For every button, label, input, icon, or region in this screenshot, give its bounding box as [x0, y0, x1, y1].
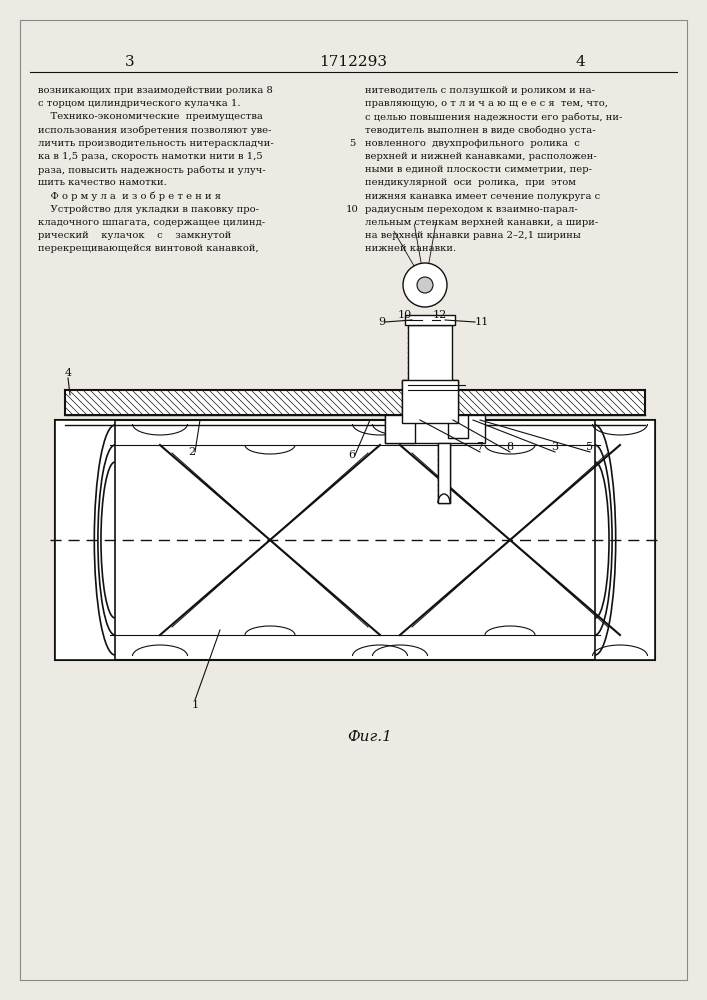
- Text: нижней канавки.: нижней канавки.: [365, 244, 456, 253]
- Text: 10: 10: [398, 310, 412, 320]
- Text: Ф о р м у л а  и з о б р е т е н и я: Ф о р м у л а и з о б р е т е н и я: [38, 192, 221, 201]
- Text: пендикулярной  оси  ролика,  при  этом: пендикулярной оси ролика, при этом: [365, 178, 576, 187]
- Bar: [405, 315, 455, 325]
- Bar: [448, 415, 468, 438]
- Text: 1: 1: [192, 700, 199, 710]
- Text: 2: 2: [188, 447, 195, 457]
- Text: лельным стенкам верхней канавки, а шири-: лельным стенкам верхней канавки, а шири-: [365, 218, 598, 227]
- Text: шить качество намотки.: шить качество намотки.: [38, 178, 167, 187]
- Text: 1712293: 1712293: [319, 55, 387, 69]
- Bar: [402, 380, 458, 423]
- Text: 4: 4: [575, 55, 585, 69]
- Text: кладочного шпагата, содержащее цилинд-: кладочного шпагата, содержащее цилинд-: [38, 218, 265, 227]
- Bar: [444, 325, 452, 390]
- Text: верхней и нижней канавками, расположен-: верхней и нижней канавками, расположен-: [365, 152, 597, 161]
- Text: ными в единой плоскости симметрии, пер-: ными в единой плоскости симметрии, пер-: [365, 165, 592, 174]
- Text: с целью повышения надежности его работы, ни-: с целью повышения надежности его работы,…: [365, 112, 622, 122]
- Bar: [438, 443, 450, 503]
- Text: 9: 9: [378, 317, 385, 327]
- Text: ка в 1,5 раза, скорость намотки нити в 1,5: ка в 1,5 раза, скорость намотки нити в 1…: [38, 152, 263, 161]
- Text: 3: 3: [125, 55, 135, 69]
- Text: 6: 6: [348, 450, 355, 460]
- Text: 8: 8: [506, 442, 513, 452]
- Text: радиусным переходом к взаимно-парал-: радиусным переходом к взаимно-парал-: [365, 205, 578, 214]
- Bar: [385, 415, 485, 443]
- Text: 5: 5: [586, 442, 594, 452]
- Text: 10: 10: [346, 205, 358, 214]
- Text: рический    кулачок    с    замкнутой: рический кулачок с замкнутой: [38, 231, 231, 240]
- Text: на верхней канавки равна 2–2,1 ширины: на верхней канавки равна 2–2,1 ширины: [365, 231, 580, 240]
- Text: 3: 3: [551, 442, 559, 452]
- Bar: [55, 420, 655, 660]
- Text: 11: 11: [475, 317, 489, 327]
- Text: 5: 5: [349, 139, 355, 148]
- Bar: [438, 443, 450, 503]
- Text: нитеводитель с ползушкой и роликом и на-: нитеводитель с ползушкой и роликом и на-: [365, 86, 595, 95]
- Text: правляющую, о т л и ч а ю щ е е с я  тем, что,: правляющую, о т л и ч а ю щ е е с я тем,…: [365, 99, 608, 108]
- Bar: [65, 390, 645, 415]
- Bar: [385, 415, 415, 443]
- Text: перекрещивающейся винтовой канавкой,: перекрещивающейся винтовой канавкой,: [38, 244, 259, 253]
- Text: раза, повысить надежность работы и улуч-: раза, повысить надежность работы и улуч-: [38, 165, 266, 175]
- Text: Фиг.1: Фиг.1: [348, 730, 392, 744]
- Text: теводитель выполнен в виде свободно уста-: теводитель выполнен в виде свободно уста…: [365, 126, 595, 135]
- Text: возникающих при взаимодействии ролика 8: возникающих при взаимодействии ролика 8: [38, 86, 273, 95]
- Text: 7: 7: [477, 442, 484, 452]
- Text: с торцом цилиндрического кулачка 1.: с торцом цилиндрического кулачка 1.: [38, 99, 240, 108]
- Bar: [595, 420, 655, 660]
- Text: 12: 12: [433, 310, 447, 320]
- Text: 4: 4: [64, 368, 71, 378]
- Circle shape: [417, 277, 433, 293]
- Circle shape: [403, 263, 447, 307]
- Bar: [408, 325, 416, 390]
- Bar: [402, 380, 458, 423]
- Bar: [408, 325, 452, 390]
- Text: нижняя канавка имеет сечение полукруга с: нижняя канавка имеет сечение полукруга с: [365, 192, 600, 201]
- Text: Технико-экономические  преимущества: Технико-экономические преимущества: [38, 112, 263, 121]
- Text: новленного  двухпрофильного  ролика  с: новленного двухпрофильного ролика с: [365, 139, 580, 148]
- Text: использования изобретения позволяют уве-: использования изобретения позволяют уве-: [38, 126, 271, 135]
- Bar: [55, 420, 115, 660]
- Text: личить производительность нитераскладчи-: личить производительность нитераскладчи-: [38, 139, 274, 148]
- Text: Устройство для укладки в паковку про-: Устройство для укладки в паковку про-: [38, 205, 259, 214]
